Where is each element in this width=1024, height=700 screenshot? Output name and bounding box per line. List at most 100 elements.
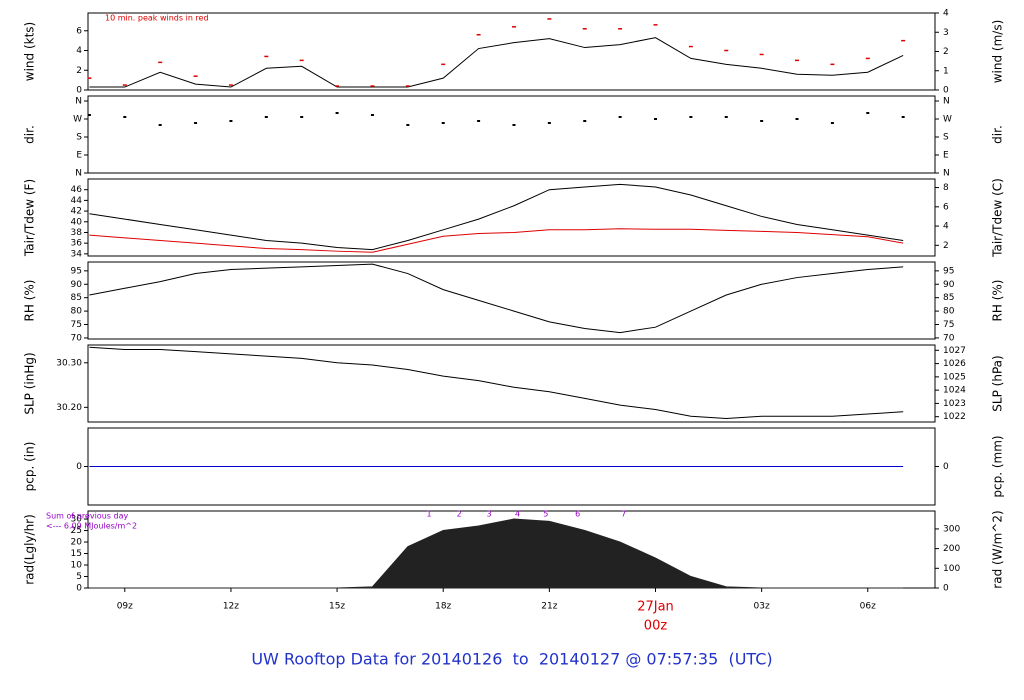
y2-tick-label: 3 [943,28,949,38]
y2-tick-label: 2 [943,47,949,57]
y2-tick-label: 0 [943,462,949,472]
hour-mark: 6 [575,510,580,519]
x-tick-label: 21z [541,602,557,612]
y2-axis-label: dir. [991,125,1005,144]
y-tick-label: 80 [71,307,83,317]
note: <--- 6.09 MJoules/m^2 [46,522,137,531]
y-tick-label: 25 [71,526,82,536]
y-tick-label: 38 [71,228,83,238]
direction-point [477,120,481,122]
y-axis-label: dir. [23,125,37,144]
direction-point [760,120,764,122]
y2-axis-label: rad (W/m^2) [991,510,1005,588]
direction-point [866,112,870,114]
y-tick-label: W [73,115,82,125]
y-tick-label: 20 [71,538,83,548]
y-tick-label: N [75,169,82,179]
y2-tick-label: 4 [943,9,949,19]
direction-point [158,124,162,126]
y2-tick-label: 95 [943,266,954,276]
panel-frame [87,95,936,174]
y2-tick-label: 90 [943,280,955,290]
y-tick-label: 0 [76,584,82,594]
y2-tick-label: 0 [943,584,949,594]
direction-point [194,122,198,124]
y-tick-label: 34 [71,249,83,259]
y2-tick-label: 75 [943,320,954,330]
y-axis-label: RH (%) [23,280,37,322]
y-tick-label: 0 [76,86,82,96]
y2-axis-label: Tair/Tdew (C) [991,178,1005,258]
y2-tick-label: 4 [943,222,949,232]
y-tick-label: 70 [71,333,83,343]
direction-point [724,116,728,118]
y2-tick-label: 8 [943,183,949,193]
date-time-label: 00z [644,619,668,634]
y2-tick-label: 2 [943,241,949,251]
direction-point [653,118,657,120]
y-tick-label: 2 [76,66,82,76]
hour-mark: 3 [487,510,492,519]
hour-mark: 1 [427,510,432,519]
y-tick-label: 15 [71,549,82,559]
y-tick-label: S [76,133,82,143]
series-line [89,263,904,334]
y2-tick-label: 70 [943,333,955,343]
y2-tick-label: 80 [943,307,955,317]
x-tick-label: 12z [223,602,239,612]
panel-frame [87,261,936,340]
direction-point [795,118,799,120]
y-tick-label: 75 [71,320,82,330]
x-tick-label: 15z [329,602,345,612]
y-tick-label: 85 [71,293,82,303]
y2-tick-label: W [943,115,952,125]
y-tick-label: 36 [71,239,83,249]
direction-point [441,122,445,124]
radiation-area [89,518,904,589]
y2-tick-label: S [943,133,949,143]
direction-point [689,116,693,118]
y2-tick-label: N [943,97,950,107]
panel-frame [87,12,936,91]
direction-point [123,116,127,118]
page-title: UW Rooftop Data for 20140126 to 20140127… [251,650,772,669]
y-tick-label: 44 [71,196,83,206]
y-tick-label: 42 [71,207,82,217]
y2-tick-label: 1026 [943,359,966,369]
direction-point [87,114,91,116]
y2-tick-label: 100 [943,564,960,574]
y-tick-label: 90 [71,280,83,290]
y-tick-label: 30.30 [56,358,82,368]
hour-mark: 4 [515,510,520,519]
x-tick-label: 18z [435,602,451,612]
hour-mark: 5 [543,510,548,519]
y2-tick-label: 1022 [943,412,966,422]
direction-point [618,116,622,118]
direction-point [901,116,905,118]
direction-point [547,122,551,124]
date-label: 27Jan [637,600,674,615]
y-axis-label: pcp. (in) [23,442,37,492]
series-line [89,346,904,419]
hour-mark: 7 [621,510,626,519]
y2-tick-label: 200 [943,544,960,554]
note: 10 min. peak winds in red [105,14,209,23]
direction-point [830,122,834,124]
panel-frame [87,344,936,423]
hour-mark: 2 [457,510,462,519]
y2-tick-label: 1 [943,66,949,76]
y2-tick-label: E [943,151,949,161]
y2-tick-label: 85 [943,293,954,303]
y2-axis-label: RH (%) [991,280,1005,322]
panel-frame [87,178,936,257]
direction-point [229,120,233,122]
y2-tick-label: 1025 [943,372,966,382]
y-tick-label: 0 [76,462,82,472]
y-tick-label: 40 [71,217,83,227]
direction-point [583,120,587,122]
note: Sum of previous day [46,512,128,521]
y2-tick-label: N [943,169,950,179]
direction-point [512,124,516,126]
y2-axis-label: pcp. (mm) [991,435,1005,497]
